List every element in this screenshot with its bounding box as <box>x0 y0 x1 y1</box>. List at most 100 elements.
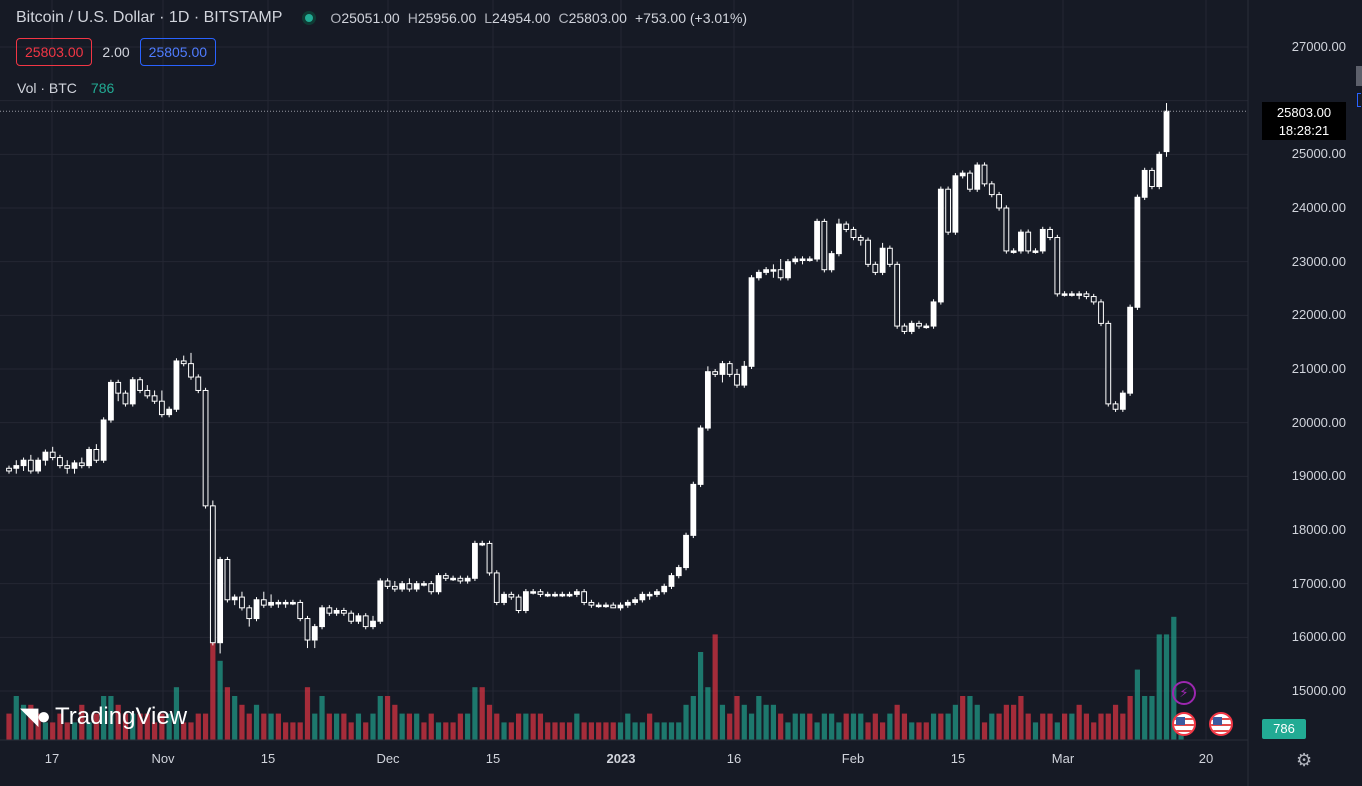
volume-bar <box>734 696 740 740</box>
candle-body <box>421 583 427 586</box>
volume-bar <box>952 704 958 740</box>
symbol-title[interactable]: Bitcoin / U.S. Dollar · 1D · BITSTAMP <box>16 9 283 26</box>
candle-body <box>188 363 194 378</box>
volume-bar <box>64 722 70 740</box>
price-scale-label: 22000.00 <box>1291 307 1346 323</box>
time-scale-label: 15 <box>260 751 276 766</box>
us-flag-event-icon[interactable] <box>1209 712 1233 736</box>
candle-body <box>843 223 850 230</box>
ohlc-values: O25051.00 H25956.00 L24954.00 C25803.00 … <box>330 10 747 26</box>
volume-bar <box>173 687 180 740</box>
volume-legend[interactable]: Vol · BTC 786 <box>17 80 114 96</box>
spread-value: 2.00 <box>102 44 130 60</box>
candle-body <box>450 577 456 581</box>
candle-body <box>457 577 464 582</box>
us-flag-event-icon[interactable] <box>1172 712 1196 736</box>
volume-bar <box>967 696 973 740</box>
candle-body <box>646 593 653 597</box>
volume-bar <box>144 713 150 740</box>
scrollbar[interactable] <box>1356 66 1362 86</box>
candle-body <box>886 247 893 265</box>
candle-body <box>857 237 864 241</box>
candle-body <box>108 381 114 421</box>
volume-bar <box>1047 713 1053 740</box>
symbol-legend[interactable]: Bitcoin / U.S. Dollar · 1D · BITSTAMP O2… <box>16 9 747 27</box>
buy-button[interactable]: 25805.00 <box>139 38 217 66</box>
candle-body <box>209 505 216 644</box>
candle-body <box>806 258 813 261</box>
sell-button[interactable]: 25803.00 <box>16 38 93 66</box>
candle-body <box>71 462 78 469</box>
candle-body <box>158 400 165 416</box>
candle-body <box>974 164 981 190</box>
volume-bar <box>202 713 209 740</box>
volume-bar <box>836 722 842 740</box>
volume-bar <box>239 704 245 740</box>
candle-body <box>530 591 537 594</box>
candle-body <box>617 604 624 609</box>
volume-bar <box>705 687 711 740</box>
candle-body <box>326 607 333 614</box>
settings-gear-icon[interactable]: ⚙ <box>1296 750 1313 770</box>
volume-bar <box>974 704 980 740</box>
candle-body <box>581 591 588 603</box>
candle-body <box>348 612 355 622</box>
candle-body <box>552 593 558 597</box>
candle-body <box>923 325 930 329</box>
volume-bar <box>748 713 755 740</box>
candle-body <box>1149 169 1155 188</box>
volume-bar <box>93 713 99 740</box>
candle-body <box>712 371 719 375</box>
candle-body <box>799 258 806 261</box>
candle-body <box>828 253 835 271</box>
candle-body <box>588 601 595 606</box>
volume-bar <box>457 713 463 740</box>
candle-body <box>275 601 282 605</box>
candle-body <box>435 575 442 593</box>
volume-bar <box>1091 722 1097 740</box>
volume-price-tag: 786 <box>1262 719 1306 739</box>
volume-bar <box>363 722 369 740</box>
volume-bar <box>399 713 405 740</box>
candle-body <box>603 604 609 608</box>
volume-bar <box>1171 616 1177 740</box>
volume-bar <box>850 713 857 740</box>
change-value: +753.00 (+3.01%) <box>634 10 748 26</box>
logo-text: TradingView <box>54 702 188 730</box>
close-label: C <box>558 10 569 26</box>
candle-body <box>35 459 42 472</box>
volume-bar <box>508 722 514 740</box>
volume-bar <box>610 722 616 740</box>
candle-body <box>391 585 398 590</box>
volume-bar <box>1134 669 1140 740</box>
volume-bar <box>319 696 325 740</box>
volume-bar <box>1069 713 1075 740</box>
volume-bar <box>625 713 631 740</box>
time-scale-label: 17 <box>44 751 60 766</box>
trade-buttons: 25803.00 2.00 25805.00 <box>16 38 217 66</box>
volume-bar <box>930 713 937 740</box>
volume-bar <box>654 722 660 740</box>
candle-body <box>282 601 289 605</box>
candle-body <box>1054 237 1061 295</box>
candle-body <box>821 220 828 271</box>
volume-bar <box>122 713 129 740</box>
candle-body <box>151 395 158 402</box>
candle-body <box>836 223 842 255</box>
last-price-tag: 25803.00 18:28:21 <box>1262 102 1346 140</box>
lightning-event-icon[interactable]: ⚡ <box>1172 681 1196 705</box>
candle-body <box>734 373 740 386</box>
candle-body <box>719 363 726 375</box>
tradingview-logo[interactable]: ◥● TradingView <box>20 702 187 731</box>
status-dot-icon <box>302 11 317 25</box>
volume-bar <box>377 696 383 740</box>
candle-body <box>144 389 151 397</box>
volume-bar <box>537 713 544 740</box>
volume-bar <box>559 722 565 740</box>
volume-bar <box>261 713 267 740</box>
candle-body <box>981 164 988 185</box>
volume-bar <box>923 722 929 740</box>
volume-bar <box>880 722 886 740</box>
volume-bar <box>778 713 784 740</box>
